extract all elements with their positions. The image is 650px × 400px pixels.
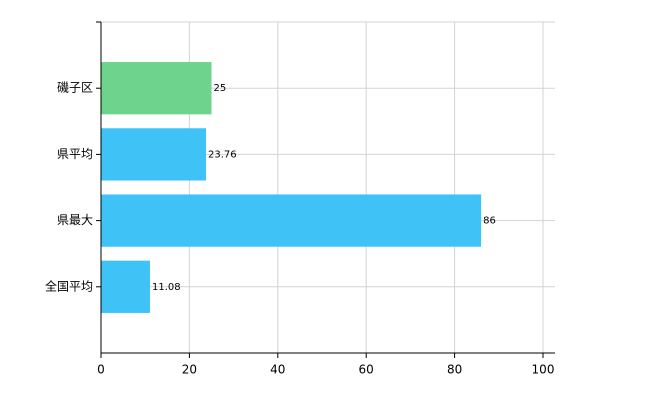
- bar: [101, 260, 150, 313]
- value-label: 86: [483, 216, 496, 227]
- bar: [101, 194, 482, 247]
- y-tick-label: 全国平均: [45, 278, 93, 293]
- x-tick-label: 80: [447, 363, 462, 377]
- y-tick-label: 県最大: [57, 213, 93, 227]
- value-label: 25: [214, 83, 227, 94]
- x-tick-label: 60: [359, 363, 374, 377]
- value-label: 11.08: [152, 282, 181, 293]
- x-tick-label: 20: [182, 363, 197, 377]
- bar: [101, 128, 207, 181]
- y-tick-label: 県平均: [57, 147, 93, 161]
- x-tick-label: 100: [532, 363, 555, 377]
- y-tick-label: 磯子区: [57, 81, 93, 95]
- value-label: 23.76: [208, 149, 237, 160]
- x-tick-label: 0: [97, 363, 105, 377]
- bar: [101, 62, 212, 115]
- x-tick-label: 40: [270, 363, 285, 377]
